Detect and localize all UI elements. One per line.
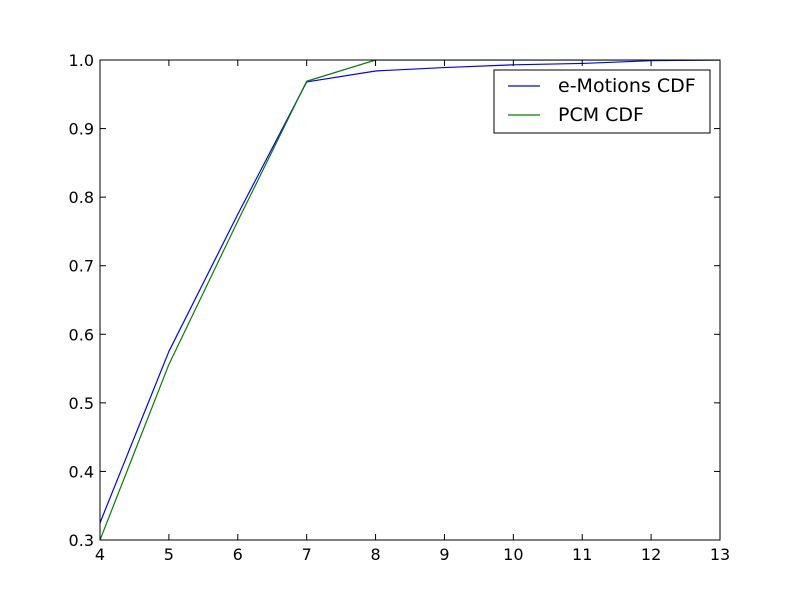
x-tick-label: 7 [302,545,312,564]
y-tick-label: 0.3 [69,531,94,550]
x-tick-label: 6 [233,545,243,564]
series-layer [100,60,720,540]
y-tick-label: 1.0 [69,51,94,70]
legend-box [493,69,711,134]
x-tick-label: 5 [164,545,174,564]
y-tick-label: 0.9 [69,120,94,139]
x-tick-label: 13 [710,545,730,564]
x-tick-label: 12 [641,545,661,564]
legend-label-e-motions: e-Motions CDF [558,75,696,97]
legend: e-Motions CDF PCM CDF [493,69,711,134]
y-tick-label: 0.6 [69,325,94,344]
x-tick-label: 10 [503,545,523,564]
y-tick-label: 0.8 [69,188,94,207]
series-line-pcm [100,60,720,540]
legend-label-pcm: PCM CDF [558,104,644,126]
x-tick-label: 4 [95,545,105,564]
series-line-e-motions [100,60,720,524]
y-tick-label: 0.5 [69,394,94,413]
plot-frame [99,59,721,541]
y-tick-label: 0.7 [69,257,94,276]
tick-layer: 4 5 6 7 8 9 10 11 12 13 0.3 0.4 0.5 0.6 0.7 0.8 0.9 1.0 [69,51,731,564]
x-tick-label: 11 [572,545,592,564]
x-tick-label: 9 [439,545,449,564]
x-tick-label: 8 [370,545,380,564]
y-tick-label: 0.4 [69,462,94,481]
